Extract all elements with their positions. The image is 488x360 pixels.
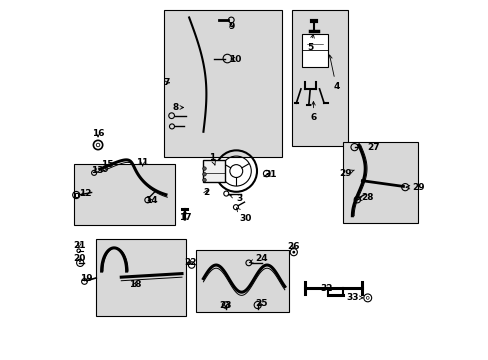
Text: 1: 1 [209, 153, 215, 165]
Text: 23: 23 [219, 301, 231, 310]
Bar [96, 239, 185, 316]
Bar [301, 33, 328, 67]
Text: 6: 6 [310, 102, 316, 122]
Text: 29: 29 [338, 169, 354, 178]
Bar [75, 193, 78, 197]
Text: 22: 22 [183, 258, 196, 267]
Text: 33: 33 [346, 293, 362, 302]
Text: 5: 5 [306, 34, 314, 52]
Text: 11: 11 [136, 158, 149, 167]
Circle shape [183, 217, 186, 221]
Text: 12: 12 [79, 189, 91, 198]
Text: 10: 10 [228, 55, 241, 64]
Text: 14: 14 [144, 196, 157, 205]
Bar [164, 10, 282, 157]
Circle shape [203, 178, 206, 182]
Circle shape [292, 251, 295, 253]
Text: 21: 21 [73, 240, 85, 249]
Circle shape [203, 167, 206, 170]
Text: 3: 3 [229, 194, 243, 203]
Bar [342, 143, 417, 223]
Text: 29: 29 [406, 183, 424, 192]
Text: 4: 4 [328, 55, 339, 91]
Text: 2: 2 [203, 188, 208, 197]
Text: 28: 28 [357, 193, 372, 202]
Text: 9: 9 [227, 22, 234, 31]
Text: 17: 17 [178, 210, 191, 222]
Bar [291, 10, 347, 146]
Text: 13: 13 [91, 166, 103, 175]
Text: 20: 20 [73, 254, 85, 263]
Text: 30: 30 [236, 208, 251, 223]
Bar [74, 164, 175, 225]
Circle shape [203, 172, 206, 176]
Text: 15: 15 [101, 161, 113, 170]
Text: 16: 16 [92, 129, 104, 138]
Text: 18: 18 [128, 280, 141, 289]
Text: 24: 24 [249, 254, 267, 263]
Bar [196, 249, 288, 312]
Text: 31: 31 [264, 170, 276, 179]
Text: 26: 26 [286, 242, 299, 251]
Text: 25: 25 [255, 299, 267, 308]
Bar [203, 160, 224, 182]
Text: 19: 19 [80, 274, 92, 283]
Text: 8: 8 [172, 103, 183, 112]
Text: 7: 7 [163, 78, 169, 87]
Text: 32: 32 [320, 284, 332, 293]
Text: 27: 27 [367, 143, 379, 152]
